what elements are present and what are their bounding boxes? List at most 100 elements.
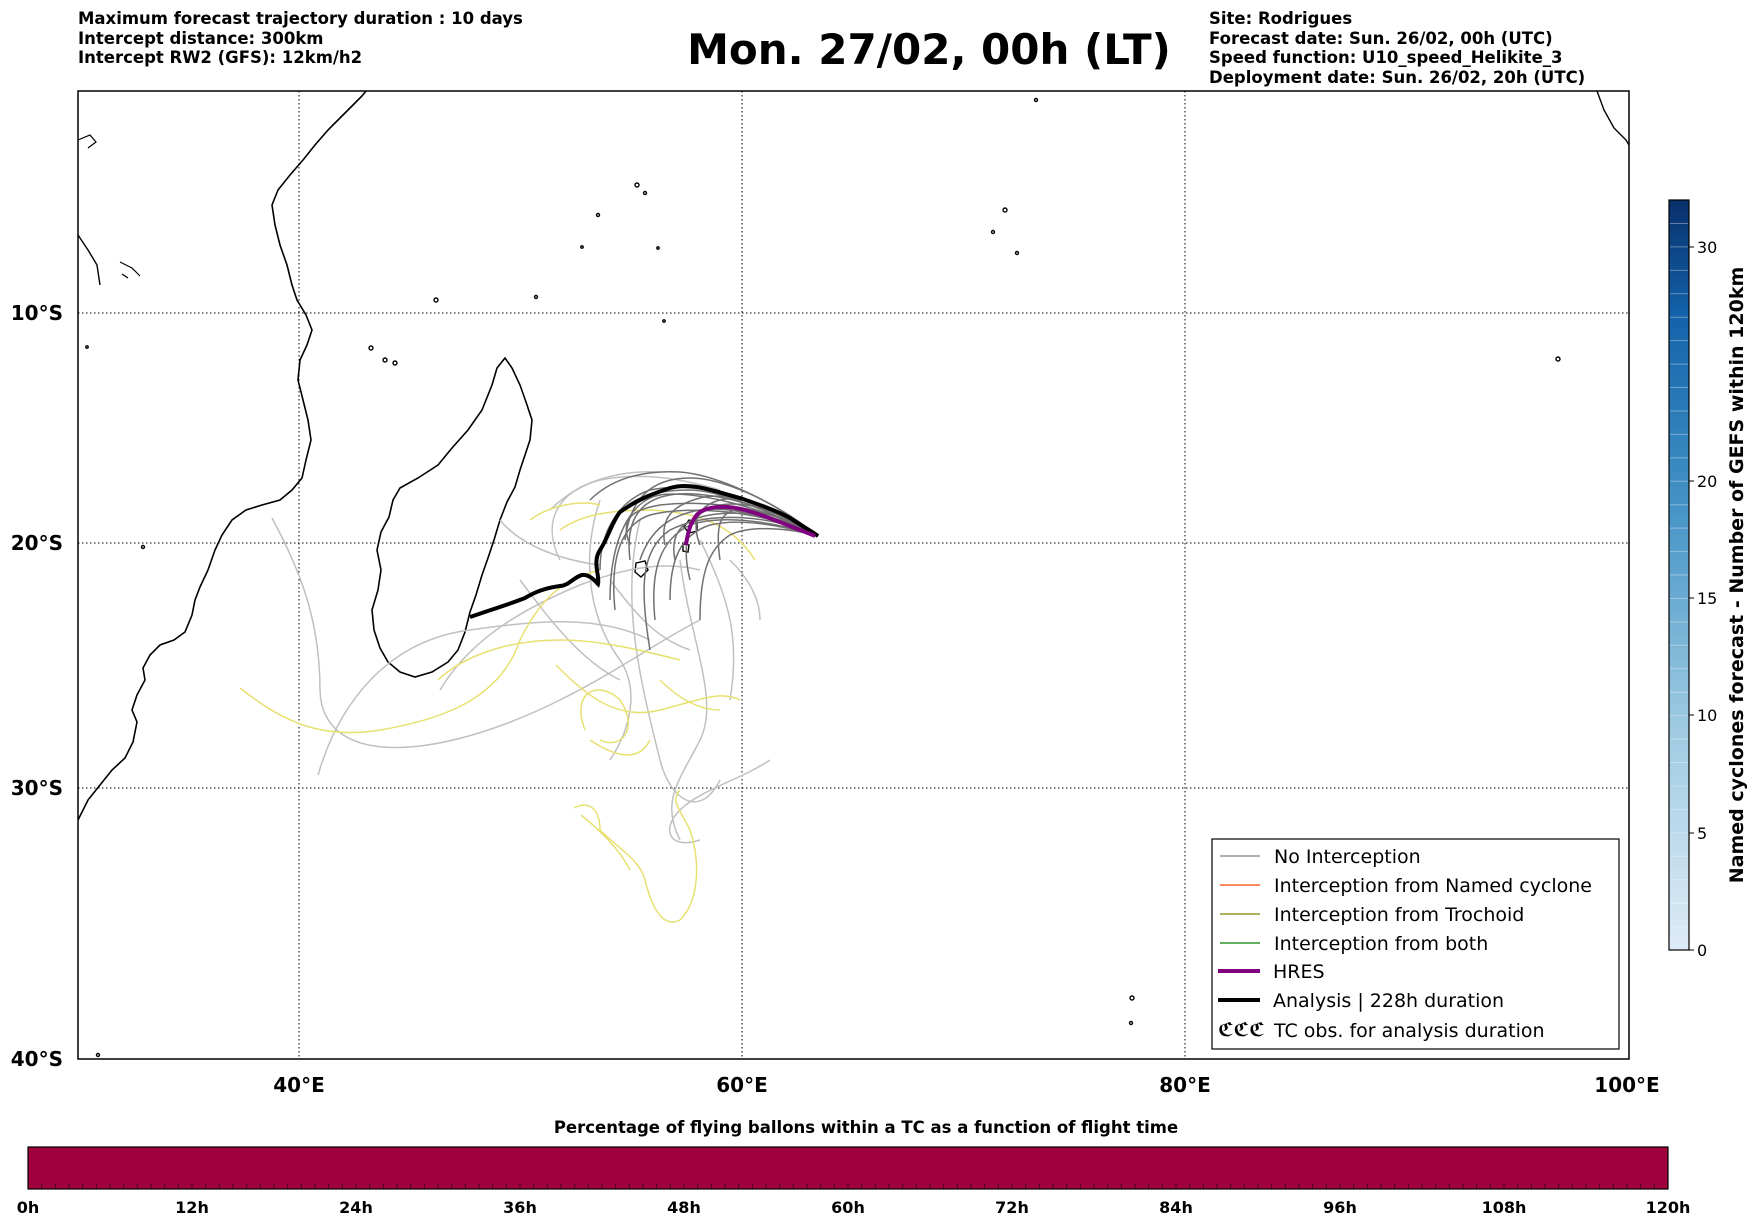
legend-item: Interception from Named cyclone [1220, 875, 1592, 897]
track [673, 512, 819, 561]
colorbar-tick-label: 5 [1697, 824, 1707, 843]
header-right-line: Deployment date: Sun. 26/02, 20h (UTC) [1209, 67, 1586, 87]
island-comoros [368, 345, 374, 351]
island [990, 229, 996, 235]
island [580, 245, 584, 249]
track [699, 539, 735, 701]
track [643, 516, 819, 651]
lat-tick-label: 20°S [11, 531, 63, 555]
bottom-colorbar-tick-label: 108h [1482, 1198, 1527, 1217]
legend-label: TC obs. for analysis duration [1273, 1020, 1545, 1042]
track [609, 579, 691, 651]
legend-item: Interception from both [1220, 933, 1488, 955]
lat-tick-label: 10°S [11, 301, 63, 325]
colorbar-tick-label: 10 [1697, 706, 1717, 725]
track [699, 527, 819, 621]
coastline-north [78, 134, 141, 279]
colorbar-bands [1670, 222, 1688, 928]
map-panel: 10°S 20°S 30°S 40°S 40°E 60°E 80°E 100°E… [11, 90, 1660, 1097]
track-hres [684, 504, 816, 546]
island-madagascar [371, 356, 533, 678]
legend-item: Analysis | 228h duration [1218, 990, 1504, 1012]
bottom-colorbar-tick-label: 0h [17, 1198, 40, 1217]
island-seychelles [634, 182, 640, 188]
island-comoros [392, 360, 398, 366]
bottom-colorbar-bar [27, 1146, 1669, 1190]
colorbar-ramp [1668, 199, 1690, 951]
bottom-colorbar-tick-label: 36h [503, 1198, 537, 1217]
island [85, 345, 89, 349]
header-left-line: Intercept RW2 (GFS): 12km/h2 [78, 48, 363, 67]
track [588, 499, 632, 761]
track [630, 519, 721, 803]
track [729, 559, 761, 621]
bottom-colorbar-tick-label: 72h [995, 1198, 1029, 1217]
track [559, 509, 756, 561]
island-amsterdam [1129, 995, 1135, 1001]
bottom-colorbar-tick-label: 24h [339, 1198, 373, 1217]
legend-item: No Interception [1220, 846, 1421, 868]
island-stpaul [1128, 1020, 1134, 1026]
track-analysis [469, 483, 820, 619]
track [529, 502, 601, 521]
track [317, 621, 651, 776]
island-seychelles [642, 190, 648, 196]
legend-label: HRES [1273, 961, 1325, 983]
track [239, 569, 601, 734]
legend-label: Interception from Named cyclone [1274, 875, 1592, 897]
bottom-colorbar-tick-label: 84h [1159, 1198, 1193, 1217]
colorbar-ticks: 0 5 10 15 20 30 [1689, 238, 1717, 960]
header-right-line: Forecast date: Sun. 26/02, 00h (UTC) [1209, 28, 1553, 48]
lon-tick-label: 100°E [1594, 1073, 1659, 1097]
header-left-line: Maximum forecast trajectory duration : 1… [78, 9, 523, 28]
island-chagos [1014, 250, 1020, 256]
legend: No Interception Interception from Named … [1211, 838, 1620, 1050]
track [624, 477, 819, 541]
header-right-line: Site: Rodrigues [1209, 9, 1353, 28]
track [669, 521, 819, 601]
header-left-line: Intercept distance: 300km [78, 28, 324, 48]
track [555, 664, 741, 714]
header-left: Maximum forecast trajectory duration : 1… [78, 9, 523, 68]
track [580, 689, 630, 744]
bottom-colorbar-tick-label: 12h [175, 1198, 209, 1217]
coastline-indonesia [1596, 91, 1629, 146]
island [140, 544, 146, 550]
track [439, 565, 701, 691]
track [271, 517, 701, 749]
lat-tick-label: 40°S [11, 1047, 63, 1071]
track [659, 679, 721, 711]
legend-label: Interception from Trochoid [1274, 904, 1524, 926]
lat-tick-labels: 10°S 20°S 30°S 40°S [11, 301, 63, 1071]
coastline-africa [78, 91, 367, 821]
bottom-colorbar: Percentage of flying ballons within a TC… [17, 1118, 1691, 1217]
island [662, 319, 666, 323]
island [656, 246, 660, 250]
track [549, 471, 661, 511]
colorbar-tick-label: 0 [1697, 941, 1707, 960]
bottom-colorbar-ticks: 0h 12h 24h 36h 48h 60h 72h 84h 96h 108h 120h [17, 1198, 1691, 1217]
bottom-colorbar-minor-ticks [27, 1184, 1669, 1189]
legend-item: HRES [1218, 961, 1325, 983]
track [437, 639, 681, 681]
island-comoros [382, 357, 388, 363]
island [1002, 207, 1008, 213]
header-right: Site: Rodrigues Forecast date: Sun. 26/0… [1209, 9, 1585, 87]
island-seychelles [533, 294, 539, 300]
legend-label: Analysis | 228h duration [1273, 990, 1504, 1012]
track [551, 475, 721, 561]
track [671, 559, 708, 841]
bottom-colorbar-tick-label: 96h [1323, 1198, 1357, 1217]
island [1033, 97, 1039, 103]
island [95, 1052, 101, 1058]
lon-tick-label: 40°E [273, 1073, 325, 1097]
right-colorbar: 0 5 10 15 20 30 Named cyclones forecast … [1668, 199, 1748, 960]
bottom-colorbar-tick-label: 120h [1646, 1198, 1691, 1217]
bottom-colorbar-tick-label: 48h [667, 1198, 701, 1217]
lat-tick-label: 30°S [11, 776, 63, 800]
island-cocos [1555, 356, 1561, 362]
map-title: Mon. 27/02, 00h (LT) [687, 25, 1171, 74]
lon-tick-labels: 40°E 60°E 80°E 100°E [273, 1073, 1659, 1097]
legend-item: ℭℭℭ TC obs. for analysis duration [1218, 1019, 1545, 1042]
